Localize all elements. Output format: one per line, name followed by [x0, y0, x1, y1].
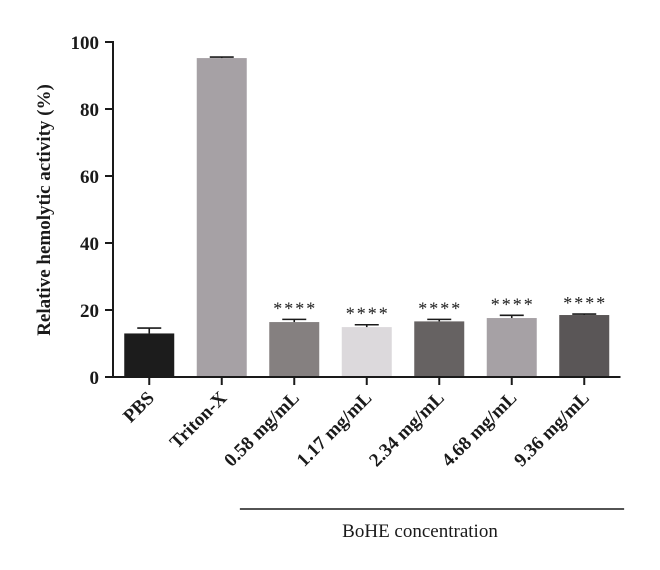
significance-label: ****: [346, 304, 390, 324]
x-tick-label: 1.17 mg/mL: [293, 388, 377, 472]
y-tick-label: 60: [80, 167, 99, 188]
bar: [196, 58, 247, 378]
x-tick-label: PBS: [119, 388, 158, 427]
y-tick-label: 80: [80, 100, 99, 121]
significance-label: ****: [563, 293, 607, 313]
x-tick-label: 2.34 mg/mL: [365, 388, 449, 472]
y-axis: 0 20 40 60 80 100: [71, 33, 114, 389]
y-tick-label: 0: [90, 368, 100, 389]
significance-label: ****: [418, 298, 462, 318]
x-tick-label: Triton-X: [166, 387, 232, 453]
significance-label: ****: [491, 294, 535, 314]
x-axis: PBS Triton-X0.58 mg/mL1.17 mg/mL2.34 mg/m…: [112, 376, 621, 472]
bar: [414, 321, 465, 377]
bar: [559, 315, 610, 377]
group-label: BoHE concentration: [342, 521, 498, 542]
x-tick-label: 0.58 mg/mL: [220, 388, 304, 472]
bar: [269, 322, 320, 377]
bars-group: **** **** **** **** ****: [124, 56, 610, 378]
bar: [341, 327, 392, 377]
y-tick-label: 20: [80, 301, 99, 322]
bar: [486, 318, 537, 377]
significance-label: ****: [273, 298, 317, 318]
bar: [124, 333, 175, 377]
x-tick-label: 4.68 mg/mL: [438, 388, 522, 472]
x-tick-label: 9.36 mg/mL: [510, 388, 594, 472]
y-axis-title: Relative hemolytic activity (%): [34, 84, 55, 336]
y-tick-label: 100: [71, 33, 100, 54]
y-tick-label: 40: [80, 234, 99, 255]
